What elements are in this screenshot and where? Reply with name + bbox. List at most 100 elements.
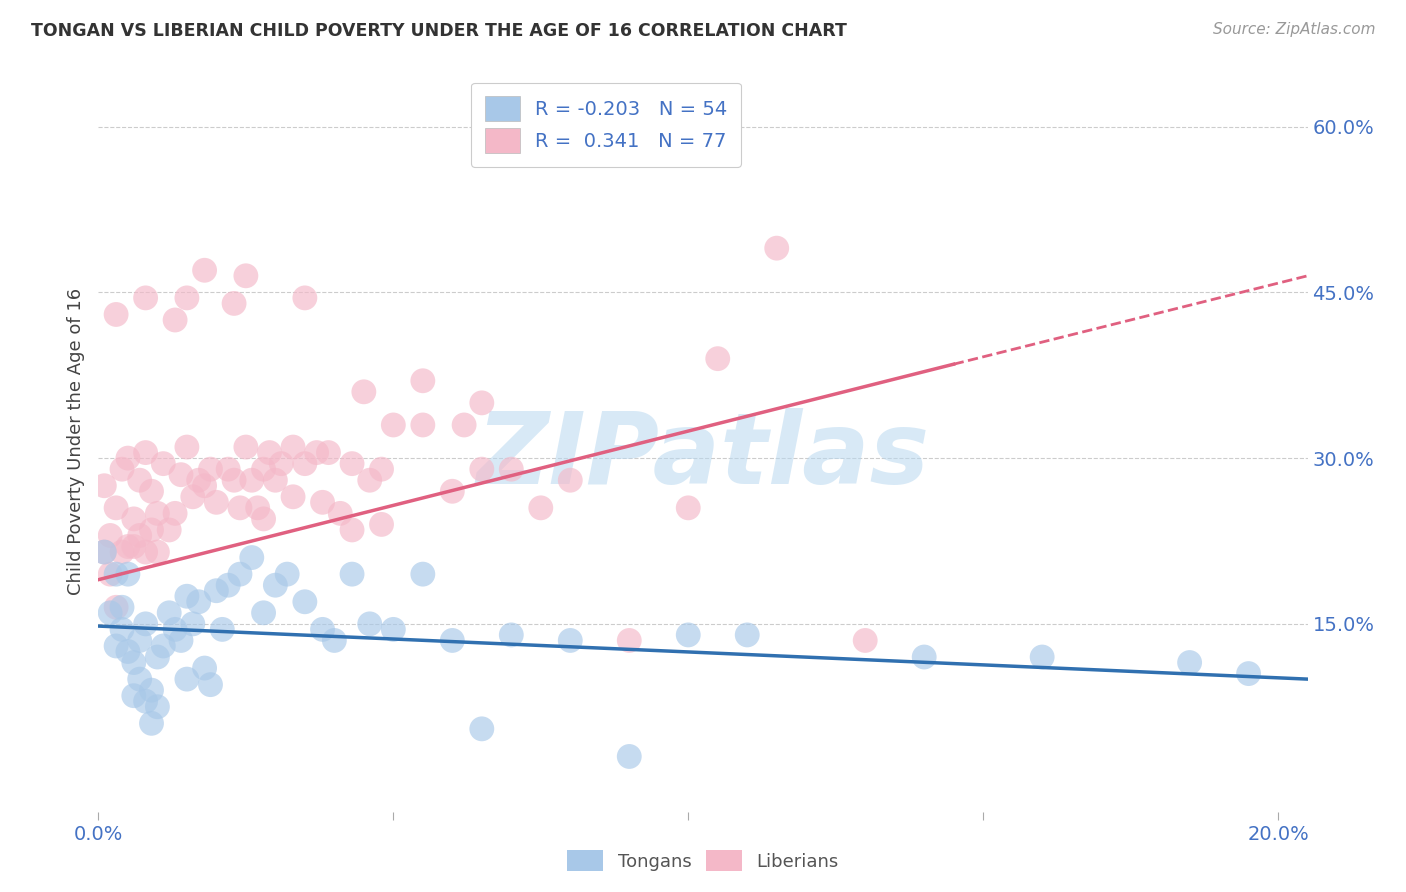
Point [135,445,157,459]
Point [157,606,180,620]
Point [194,263,217,277]
Point [359,473,381,487]
Point [181,616,204,631]
Point [135,545,157,559]
Point [706,351,728,366]
Point [122,540,145,554]
Point [152,457,174,471]
Point [453,417,475,432]
Y-axis label: Child Poverty Under the Age of 16: Child Poverty Under the Age of 16 [66,288,84,595]
Point [235,268,257,283]
Point [264,473,287,487]
Point [135,291,157,305]
Point [128,672,150,686]
Point [105,500,128,515]
Point [276,567,298,582]
Point [157,523,180,537]
Point [281,490,304,504]
Point [530,500,553,515]
Point [270,457,292,471]
Point [170,633,193,648]
Point [222,296,245,310]
Point [141,484,163,499]
Text: Source: ZipAtlas.com: Source: ZipAtlas.com [1212,22,1375,37]
Point [141,523,163,537]
Point [441,633,464,648]
Point [1178,656,1201,670]
Point [194,661,217,675]
Legend: R = -0.203   N = 54, R =  0.341   N = 77: R = -0.203 N = 54, R = 0.341 N = 77 [471,83,741,167]
Point [560,473,582,487]
Point [135,694,157,708]
Point [111,623,134,637]
Point [165,623,187,637]
Point [93,545,115,559]
Point [128,633,150,648]
Point [252,606,274,620]
Point [359,616,381,631]
Point [205,495,228,509]
Point [246,500,269,515]
Point [222,473,245,487]
Point [217,578,239,592]
Point [678,500,700,515]
Point [117,567,139,582]
Point [318,445,340,459]
Point [117,540,139,554]
Point [98,528,121,542]
Point [200,462,222,476]
Point [117,644,139,658]
Point [560,633,582,648]
Point [176,589,198,603]
Point [200,678,222,692]
Point [170,467,193,482]
Point [382,623,405,637]
Point [311,495,333,509]
Point [501,628,523,642]
Point [340,457,363,471]
Point [176,672,198,686]
Point [264,578,287,592]
Point [111,545,134,559]
Point [93,479,115,493]
Point [340,523,363,537]
Point [105,600,128,615]
Point [146,507,169,521]
Point [187,473,209,487]
Point [194,479,217,493]
Point [111,600,134,615]
Text: TONGAN VS LIBERIAN CHILD POVERTY UNDER THE AGE OF 16 CORRELATION CHART: TONGAN VS LIBERIAN CHILD POVERTY UNDER T… [31,22,846,40]
Point [735,628,758,642]
Point [678,628,700,642]
Point [111,462,134,476]
Point [135,616,157,631]
Point [152,639,174,653]
Point [211,623,233,637]
Point [471,722,494,736]
Point [217,462,239,476]
Point [187,595,209,609]
Point [281,440,304,454]
Point [412,417,434,432]
Point [382,417,405,432]
Point [252,462,274,476]
Point [146,545,169,559]
Point [165,507,187,521]
Point [619,749,641,764]
Point [765,241,787,255]
Point [370,517,392,532]
Point [501,462,523,476]
Point [105,639,128,653]
Point [294,291,316,305]
Point [340,567,363,582]
Point [329,507,352,521]
Point [105,308,128,322]
Point [165,313,187,327]
Point [146,650,169,665]
Point [294,457,316,471]
Point [294,595,316,609]
Text: ZIPatlas: ZIPatlas [477,408,929,505]
Point [122,689,145,703]
Point [229,567,252,582]
Point [205,583,228,598]
